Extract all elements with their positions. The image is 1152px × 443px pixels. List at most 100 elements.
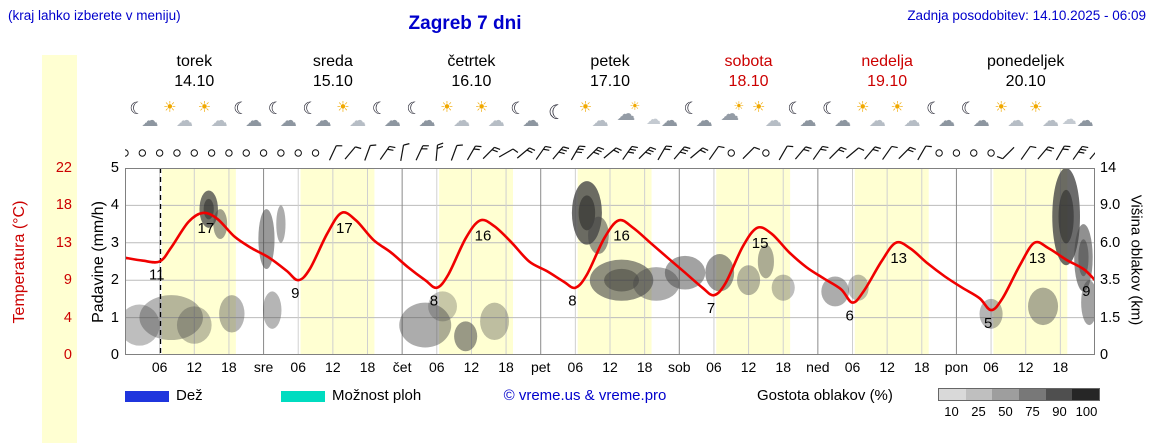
wind-barb-icon (364, 144, 377, 161)
weather-icon-sun-cloud: ☀ ☁ (579, 100, 609, 130)
density-cell (1072, 389, 1100, 400)
wind-barb-icon (996, 146, 1015, 160)
last-update-label: Zadnja posodobitev: 14.10.2025 - 06:09 (907, 8, 1146, 23)
weather-icon-moon-cloud: ☾ ☁ (821, 100, 851, 129)
x-axis-tick: 12 (740, 359, 757, 375)
temperature-value-label: 13 (890, 250, 907, 267)
temp-tick: 22 (55, 160, 72, 176)
wind-barb-icon (690, 147, 709, 159)
weather-icon-moon: ☾ (544, 100, 572, 128)
cloud-height-tick: 3.5 (1100, 272, 1121, 289)
sun-icon: ☀ (733, 99, 745, 113)
weather-icon-moon-cloud: ☾ ☁ (925, 100, 955, 129)
calm-wind-icon (987, 149, 995, 157)
wind-barb-icon (450, 144, 463, 161)
wind-barb-icon (917, 145, 932, 161)
weather-icon-sun-cloud: ☀ ☁ (475, 100, 505, 130)
cloud-height-tick: 0 (1100, 347, 1109, 363)
wind-barb-icon (882, 145, 898, 160)
x-axis-tick: 06 (290, 359, 306, 375)
sun-icon: ☀ (336, 99, 350, 116)
temperature-value-label: 16 (475, 227, 492, 244)
temperature-value-label: 17 (336, 220, 353, 237)
cloud-height-tick: 6.0 (1100, 234, 1121, 251)
cloud-icon: ☁ (383, 111, 401, 130)
weather-icon-clouds: ☁ ☁ (1062, 100, 1094, 129)
sun-icon: ☀ (629, 99, 641, 113)
cloud-icon: ☁ (591, 111, 609, 130)
precip-tick: 4 (110, 197, 119, 214)
temperature-value-label: 13 (1029, 250, 1046, 267)
day-name: torek (176, 53, 213, 70)
density-cell (939, 389, 966, 400)
cloud-blob (821, 276, 850, 307)
wind-barb-icon (379, 145, 396, 160)
temp-tick: 18 (55, 197, 72, 214)
cloud-icon: ☁ (720, 104, 740, 125)
x-axis-tick: sob (667, 359, 691, 375)
wind-barb-icon (1089, 146, 1095, 160)
x-axis-tick: 12 (602, 359, 618, 375)
cloud-icon: ☁ (799, 111, 817, 130)
cloud-height-tick: 14 (1100, 160, 1117, 176)
temperature-value-label: 8 (430, 293, 438, 310)
weather-icon-sun-cloud: ☀ ☁ (336, 99, 366, 129)
x-axis-tick: 18 (498, 359, 514, 375)
cloud-blob (125, 304, 160, 346)
cloud-icon: ☁ (868, 111, 886, 130)
cloud-density-label: Gostota oblakov (%) (757, 387, 893, 404)
temperature-value-label: 9 (291, 285, 299, 302)
sun-icon: ☀ (994, 99, 1008, 116)
cloud-blob (276, 205, 286, 243)
calm-wind-icon (173, 149, 181, 157)
cloud-blob (480, 302, 509, 341)
cloud-icon: ☁ (314, 111, 332, 130)
wind-barb-icon (603, 147, 622, 159)
moon-icon: ☾ (787, 99, 803, 118)
x-axis-tick: čet (392, 359, 412, 375)
cloud-density-scale (938, 388, 1100, 401)
day-date: 16.10 (451, 73, 492, 90)
cloud-icon: ☁ (1007, 111, 1025, 130)
cloud-blob (1081, 280, 1095, 326)
moon-icon: ☾ (406, 99, 422, 118)
sun-icon: ☀ (855, 99, 870, 116)
daylight-band (161, 168, 236, 355)
x-axis-tick: 06 (844, 359, 861, 375)
cloud-icon: ☁ (972, 111, 990, 130)
calm-wind-icon (277, 149, 285, 157)
x-axis-tick: 12 (186, 359, 203, 375)
temperature-value-label: 6 (845, 308, 853, 325)
weather-icon-sun-cloud: ☀ ☁ (855, 99, 886, 130)
cloud-blob (219, 295, 245, 333)
temperature-value-label: 8 (568, 293, 576, 310)
density-tick: 50 (998, 404, 1013, 419)
precip-tick: 2 (110, 272, 119, 289)
weather-icon-moon-cloud: ☾ ☁ (509, 100, 539, 129)
wind-barb-icon (586, 146, 605, 160)
copyright-link[interactable]: © vreme.us & vreme.pro (503, 387, 667, 404)
x-axis-tick: 18 (1052, 359, 1069, 375)
wind-barb-icon (1072, 145, 1089, 160)
moon-icon: ☾ (371, 99, 388, 118)
temp-tick: 13 (55, 234, 72, 251)
wind-barb-icon (498, 148, 519, 158)
temperature-axis-title: Temperatura (°C) (11, 200, 28, 324)
precip-tick: 0 (110, 347, 119, 363)
weather-icon-moon-cloud: ☾ ☁ (405, 99, 435, 129)
weather-icon-cloud-sun: ☀ ☁ (717, 100, 745, 128)
calm-wind-icon (259, 149, 268, 157)
cloud-icon: ☁ (487, 111, 505, 130)
sun-icon: ☀ (890, 99, 904, 116)
cloud-blob-core (604, 268, 640, 292)
day-date: 17.10 (589, 73, 631, 90)
daylight-band (854, 168, 929, 355)
wind-barb-icon (516, 147, 536, 159)
day-name: petek (590, 53, 630, 70)
x-axis-tick: sre (253, 359, 274, 375)
cloud-blob (1052, 168, 1080, 266)
wind-barb-icon (1055, 145, 1071, 161)
weather-icon-sun-cloud: ☀ ☁ (198, 100, 228, 129)
cloud-icon: ☁ (1042, 111, 1060, 130)
sun-icon: ☀ (751, 99, 766, 116)
